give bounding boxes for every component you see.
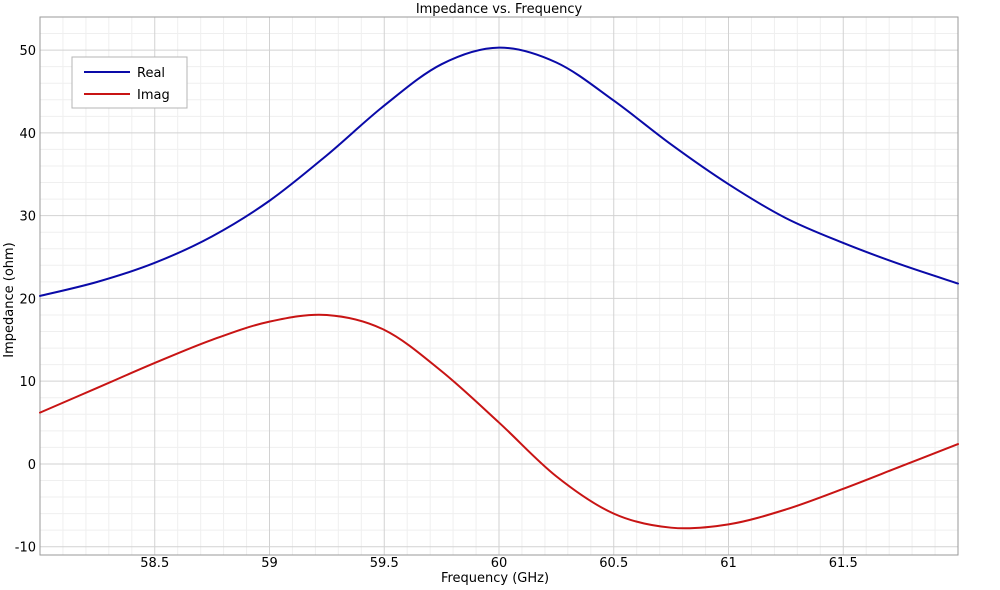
- legend: Real Imag: [71, 56, 188, 109]
- y-tick-label: 20: [19, 292, 36, 307]
- x-tick-label: 60.5: [599, 556, 628, 571]
- y-tick-label: 50: [19, 44, 36, 59]
- y-tick-labels: -10 0 10 20 30 40 50: [15, 44, 36, 556]
- legend-label-imag: Imag: [137, 88, 170, 103]
- plot-frame: [39, 16, 959, 556]
- x-tick-label: 59: [261, 556, 278, 571]
- x-tick-label: 59.5: [370, 556, 399, 571]
- x-tick-label: 58.5: [140, 556, 169, 571]
- x-tick-labels: 58.5 59 59.5 60 60.5 61 61.5: [140, 556, 857, 571]
- y-axis-label: Impedance (ohm): [2, 242, 17, 357]
- y-tick-label: 0: [28, 458, 36, 473]
- y-tick-label: 40: [19, 127, 36, 142]
- y-tick-label: 30: [19, 210, 36, 225]
- y-tick-label: 10: [19, 375, 36, 390]
- x-axis-label: Frequency (GHz): [441, 571, 549, 586]
- x-tick-label: 61.5: [829, 556, 858, 571]
- series-line-real: [39, 46, 959, 297]
- y-tick-label: -10: [15, 541, 36, 556]
- legend-box: [71, 56, 188, 109]
- chart-title: Impedance vs. Frequency: [416, 2, 583, 17]
- series-lines: [39, 46, 959, 530]
- legend-label-real: Real: [137, 66, 165, 81]
- x-tick-label: 60: [491, 556, 508, 571]
- x-tick-label: 61: [720, 556, 737, 571]
- series-line-imag: [39, 313, 959, 530]
